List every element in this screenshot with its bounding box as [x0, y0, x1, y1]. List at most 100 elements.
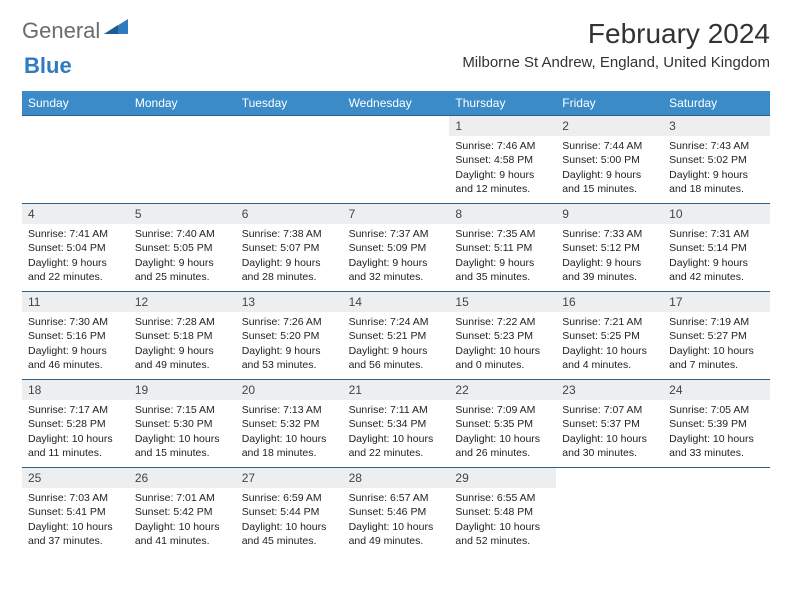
calendar-cell: 29Sunrise: 6:55 AMSunset: 5:48 PMDayligh…: [449, 467, 556, 555]
day-content: Sunrise: 7:43 AMSunset: 5:02 PMDaylight:…: [663, 136, 770, 202]
daylight-line: Daylight: 9 hours and 18 minutes.: [669, 168, 764, 196]
calendar-cell: 13Sunrise: 7:26 AMSunset: 5:20 PMDayligh…: [236, 291, 343, 379]
sunset-line: Sunset: 5:41 PM: [28, 505, 123, 519]
sunset-line: Sunset: 5:16 PM: [28, 329, 123, 343]
sunrise-line: Sunrise: 7:37 AM: [349, 227, 444, 241]
calendar-body: 1Sunrise: 7:46 AMSunset: 4:58 PMDaylight…: [22, 115, 770, 555]
calendar-cell-empty: [556, 467, 663, 555]
sunrise-line: Sunrise: 7:19 AM: [669, 315, 764, 329]
daylight-line: Daylight: 9 hours and 35 minutes.: [455, 256, 550, 284]
day-number: 29: [449, 468, 556, 488]
day-content: Sunrise: 7:37 AMSunset: 5:09 PMDaylight:…: [343, 224, 450, 290]
sunset-line: Sunset: 5:12 PM: [562, 241, 657, 255]
logo: General: [22, 18, 132, 44]
sunset-line: Sunset: 5:09 PM: [349, 241, 444, 255]
day-number: 22: [449, 380, 556, 400]
daylight-line: Daylight: 10 hours and 52 minutes.: [455, 520, 550, 548]
sunset-line: Sunset: 5:07 PM: [242, 241, 337, 255]
day-content: Sunrise: 6:57 AMSunset: 5:46 PMDaylight:…: [343, 488, 450, 554]
day-number: 7: [343, 204, 450, 224]
day-number: 25: [22, 468, 129, 488]
calendar-cell: 17Sunrise: 7:19 AMSunset: 5:27 PMDayligh…: [663, 291, 770, 379]
sunrise-line: Sunrise: 6:57 AM: [349, 491, 444, 505]
day-content: Sunrise: 7:30 AMSunset: 5:16 PMDaylight:…: [22, 312, 129, 378]
daylight-line: Daylight: 10 hours and 0 minutes.: [455, 344, 550, 372]
day-content: Sunrise: 7:24 AMSunset: 5:21 PMDaylight:…: [343, 312, 450, 378]
sunrise-line: Sunrise: 7:43 AM: [669, 139, 764, 153]
day-number: 21: [343, 380, 450, 400]
sunset-line: Sunset: 5:44 PM: [242, 505, 337, 519]
calendar-cell: 7Sunrise: 7:37 AMSunset: 5:09 PMDaylight…: [343, 203, 450, 291]
daylight-line: Daylight: 9 hours and 12 minutes.: [455, 168, 550, 196]
calendar-cell: 15Sunrise: 7:22 AMSunset: 5:23 PMDayligh…: [449, 291, 556, 379]
calendar-header-row: SundayMondayTuesdayWednesdayThursdayFrid…: [22, 91, 770, 115]
calendar: SundayMondayTuesdayWednesdayThursdayFrid…: [22, 91, 770, 555]
sunrise-line: Sunrise: 7:24 AM: [349, 315, 444, 329]
day-number: 24: [663, 380, 770, 400]
calendar-cell: 1Sunrise: 7:46 AMSunset: 4:58 PMDaylight…: [449, 115, 556, 203]
sunrise-line: Sunrise: 7:30 AM: [28, 315, 123, 329]
sunrise-line: Sunrise: 7:38 AM: [242, 227, 337, 241]
sunrise-line: Sunrise: 7:07 AM: [562, 403, 657, 417]
calendar-cell: 24Sunrise: 7:05 AMSunset: 5:39 PMDayligh…: [663, 379, 770, 467]
calendar-cell-empty: [663, 467, 770, 555]
sunset-line: Sunset: 5:27 PM: [669, 329, 764, 343]
sunset-line: Sunset: 5:21 PM: [349, 329, 444, 343]
sunrise-line: Sunrise: 6:55 AM: [455, 491, 550, 505]
day-number: 3: [663, 116, 770, 136]
daylight-line: Daylight: 9 hours and 15 minutes.: [562, 168, 657, 196]
daylight-line: Daylight: 10 hours and 30 minutes.: [562, 432, 657, 460]
day-number: 9: [556, 204, 663, 224]
day-number: 2: [556, 116, 663, 136]
calendar-cell-empty: [236, 115, 343, 203]
sunrise-line: Sunrise: 7:13 AM: [242, 403, 337, 417]
day-content: Sunrise: 7:26 AMSunset: 5:20 PMDaylight:…: [236, 312, 343, 378]
daylight-line: Daylight: 9 hours and 42 minutes.: [669, 256, 764, 284]
day-content: Sunrise: 7:41 AMSunset: 5:04 PMDaylight:…: [22, 224, 129, 290]
sunrise-line: Sunrise: 7:40 AM: [135, 227, 230, 241]
day-content: Sunrise: 7:40 AMSunset: 5:05 PMDaylight:…: [129, 224, 236, 290]
calendar-cell: 9 Sunrise: 7:33 AMSunset: 5:12 PMDaylight…: [556, 203, 663, 291]
sunrise-line: Sunrise: 7:03 AM: [28, 491, 123, 505]
sunset-line: Sunset: 5:18 PM: [135, 329, 230, 343]
daylight-line: Daylight: 9 hours and 22 minutes.: [28, 256, 123, 284]
daylight-line: Daylight: 10 hours and 18 minutes.: [242, 432, 337, 460]
weekday-header: Sunday: [22, 91, 129, 115]
day-content: Sunrise: 7:05 AMSunset: 5:39 PMDaylight:…: [663, 400, 770, 466]
day-content: Sunrise: 7:46 AMSunset: 4:58 PMDaylight:…: [449, 136, 556, 202]
sunrise-line: Sunrise: 7:26 AM: [242, 315, 337, 329]
sunset-line: Sunset: 5:11 PM: [455, 241, 550, 255]
day-content: Sunrise: 7:13 AMSunset: 5:32 PMDaylight:…: [236, 400, 343, 466]
day-number: 28: [343, 468, 450, 488]
sunrise-line: Sunrise: 7:11 AM: [349, 403, 444, 417]
day-content: Sunrise: 7:09 AMSunset: 5:35 PMDaylight:…: [449, 400, 556, 466]
calendar-cell: 23Sunrise: 7:07 AMSunset: 5:37 PMDayligh…: [556, 379, 663, 467]
day-content: Sunrise: 7:31 AMSunset: 5:14 PMDaylight:…: [663, 224, 770, 290]
sunset-line: Sunset: 5:32 PM: [242, 417, 337, 431]
daylight-line: Daylight: 9 hours and 39 minutes.: [562, 256, 657, 284]
logo-text-general: General: [22, 18, 100, 44]
weekday-header: Wednesday: [343, 91, 450, 115]
sunrise-line: Sunrise: 7:17 AM: [28, 403, 123, 417]
calendar-cell: 22Sunrise: 7:09 AMSunset: 5:35 PMDayligh…: [449, 379, 556, 467]
day-number: 4: [22, 204, 129, 224]
sunrise-line: Sunrise: 7:35 AM: [455, 227, 550, 241]
sunrise-line: Sunrise: 7:33 AM: [562, 227, 657, 241]
day-content: Sunrise: 7:17 AMSunset: 5:28 PMDaylight:…: [22, 400, 129, 466]
day-number: 12: [129, 292, 236, 312]
calendar-cell: 28Sunrise: 6:57 AMSunset: 5:46 PMDayligh…: [343, 467, 450, 555]
calendar-cell: 18Sunrise: 7:17 AMSunset: 5:28 PMDayligh…: [22, 379, 129, 467]
sunset-line: Sunset: 5:39 PM: [669, 417, 764, 431]
sunset-line: Sunset: 5:35 PM: [455, 417, 550, 431]
day-number: 8: [449, 204, 556, 224]
sunrise-line: Sunrise: 7:21 AM: [562, 315, 657, 329]
day-number: 16: [556, 292, 663, 312]
sunset-line: Sunset: 5:20 PM: [242, 329, 337, 343]
calendar-cell: 14Sunrise: 7:24 AMSunset: 5:21 PMDayligh…: [343, 291, 450, 379]
daylight-line: Daylight: 9 hours and 32 minutes.: [349, 256, 444, 284]
sunrise-line: Sunrise: 7:46 AM: [455, 139, 550, 153]
day-content: Sunrise: 7:15 AMSunset: 5:30 PMDaylight:…: [129, 400, 236, 466]
sunrise-line: Sunrise: 7:44 AM: [562, 139, 657, 153]
calendar-cell-empty: [22, 115, 129, 203]
sunrise-line: Sunrise: 7:41 AM: [28, 227, 123, 241]
